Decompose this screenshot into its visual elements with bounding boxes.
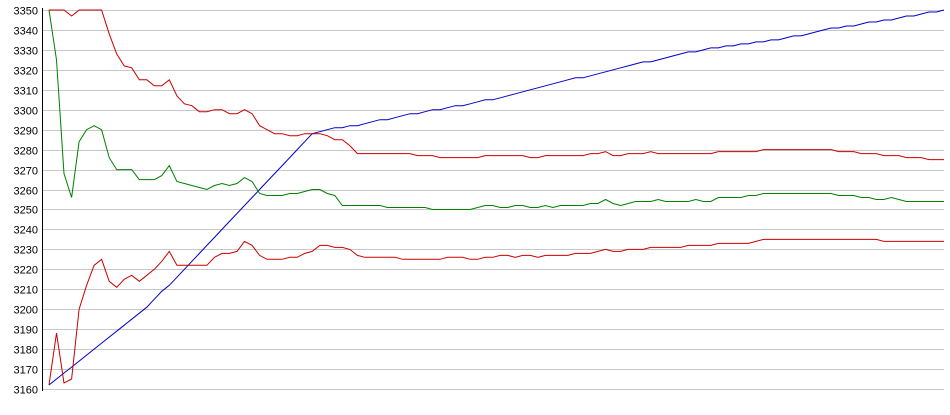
y-tick-label: 3260 [14,186,38,198]
y-tick-label: 3240 [14,225,38,237]
y-tick-label: 3310 [14,86,38,98]
y-tick-label: 3180 [14,345,38,357]
y-tick-label: 3200 [14,305,38,317]
series-lines [48,9,945,386]
y-tick-label: 3350 [14,6,38,18]
y-tick-label: 3340 [14,26,38,38]
y-tick-label: 3300 [14,106,38,118]
y-tick-label: 3220 [14,265,38,277]
y-tick-label: 3250 [14,205,38,217]
series-line-1 [48,9,945,386]
series-line-4 [48,238,944,386]
series-line-2 [48,9,944,210]
y-tick-label: 3230 [14,245,38,257]
y-tick-label: 3160 [14,385,38,397]
grid [42,10,944,390]
y-tick-label: 3330 [14,46,38,58]
y-tick-label: 3320 [14,66,38,78]
y-tick-label: 3270 [14,166,38,178]
y-tick-label: 3210 [14,285,38,297]
series-line-3 [49,9,944,161]
y-axis-tick-labels: 3160 3170 3180 3190 3200 3210 3220 3230 3240 3250… [14,6,38,397]
y-tick-label: 3280 [14,146,38,158]
y-tick-label: 3290 [14,126,38,138]
y-tick-label: 3190 [14,325,38,337]
y-tick-label: 3170 [14,365,38,377]
